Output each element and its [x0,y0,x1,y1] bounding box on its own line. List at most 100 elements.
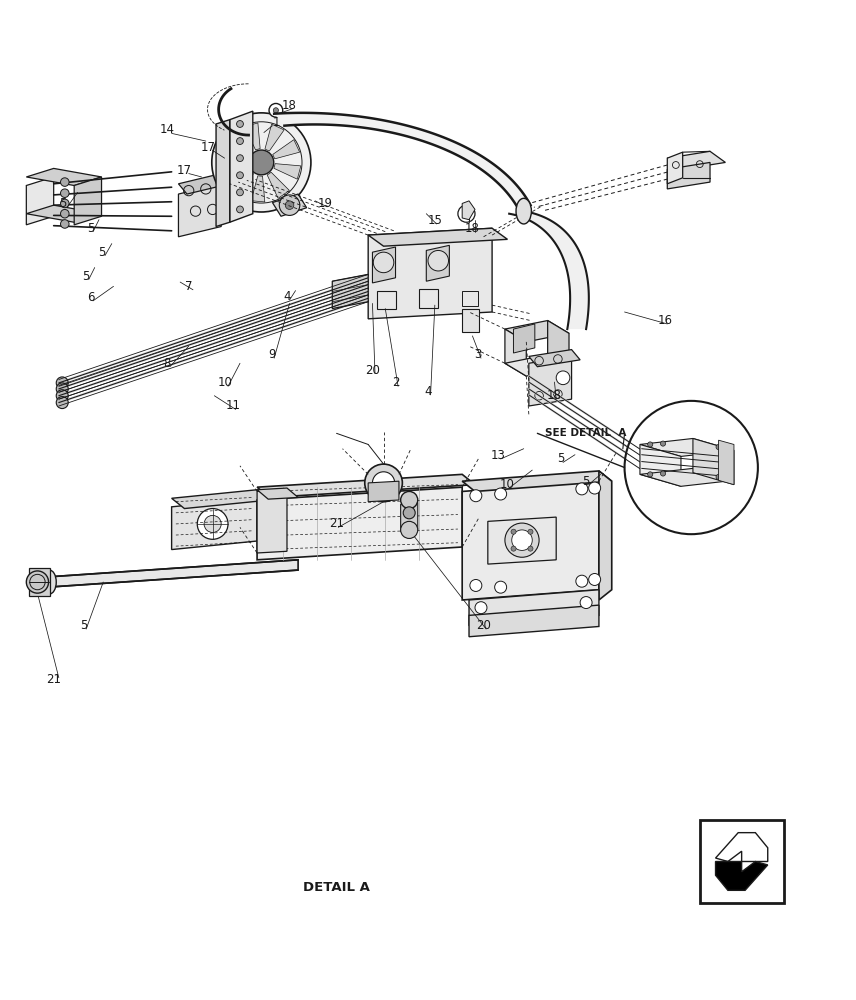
Polygon shape [273,140,300,159]
Text: 4: 4 [425,385,431,398]
Circle shape [236,172,243,179]
Circle shape [576,483,588,495]
Text: 5: 5 [59,197,67,210]
Circle shape [642,450,651,459]
Text: 21: 21 [329,517,344,530]
Polygon shape [469,605,599,637]
Circle shape [236,189,243,196]
Text: 10: 10 [218,376,233,389]
Circle shape [372,472,395,494]
Polygon shape [693,438,734,485]
Bar [699,820,783,903]
Text: 5: 5 [86,222,94,235]
Circle shape [528,546,533,551]
Circle shape [648,472,653,477]
PathPatch shape [509,211,589,329]
Text: 17: 17 [201,141,216,154]
Text: 5: 5 [582,475,590,488]
Text: 13: 13 [490,449,506,462]
Text: 6: 6 [86,291,94,304]
Circle shape [61,220,69,228]
Circle shape [197,509,228,539]
Polygon shape [27,168,102,186]
Circle shape [56,383,68,395]
Text: 15: 15 [427,214,443,227]
Text: 14: 14 [160,123,175,136]
Circle shape [249,150,274,175]
Circle shape [528,529,533,534]
Circle shape [470,579,482,591]
Polygon shape [265,124,284,151]
Circle shape [269,103,282,117]
Polygon shape [462,201,475,220]
Circle shape [648,442,653,447]
Polygon shape [640,444,681,486]
Ellipse shape [516,198,532,224]
Text: 18: 18 [282,99,296,112]
Circle shape [61,189,69,197]
Polygon shape [368,228,508,246]
Polygon shape [548,321,569,368]
Polygon shape [426,245,449,281]
Polygon shape [469,590,599,626]
Polygon shape [257,474,475,497]
Polygon shape [332,274,368,309]
Circle shape [56,377,68,389]
Circle shape [285,201,294,209]
Circle shape [576,575,588,587]
Polygon shape [229,170,253,195]
Polygon shape [529,356,572,406]
Polygon shape [267,172,289,198]
Polygon shape [245,123,260,150]
Polygon shape [257,488,298,499]
Circle shape [556,371,570,385]
Circle shape [428,250,449,271]
Polygon shape [668,151,725,169]
Polygon shape [640,468,734,486]
Circle shape [716,444,721,450]
Circle shape [661,441,666,446]
Polygon shape [48,560,298,587]
Polygon shape [462,471,612,491]
Circle shape [495,581,507,593]
Bar [419,289,438,308]
Circle shape [511,529,516,534]
Text: 1: 1 [273,116,281,129]
Text: 5: 5 [556,452,564,465]
Circle shape [61,209,69,218]
Circle shape [589,573,601,585]
Text: 19: 19 [318,197,333,210]
Text: 18: 18 [465,222,480,235]
Text: 5: 5 [80,619,87,632]
Circle shape [511,546,516,551]
Text: 9: 9 [269,348,276,361]
Polygon shape [27,177,54,225]
Circle shape [204,515,221,532]
Circle shape [642,470,651,479]
Circle shape [589,482,601,494]
Polygon shape [171,490,270,509]
Circle shape [495,488,507,500]
Circle shape [512,530,532,550]
Circle shape [236,206,243,213]
Polygon shape [368,228,492,319]
Polygon shape [718,440,734,485]
Text: 5: 5 [82,270,90,283]
Polygon shape [225,134,252,157]
Polygon shape [178,174,229,194]
Ellipse shape [43,570,56,594]
Polygon shape [640,438,734,456]
Circle shape [56,397,68,409]
Polygon shape [251,176,265,202]
Polygon shape [514,324,535,353]
Polygon shape [178,184,221,237]
Text: 2: 2 [392,376,399,389]
Polygon shape [272,194,306,216]
Circle shape [625,401,758,534]
Polygon shape [505,355,569,376]
Text: 16: 16 [657,314,672,327]
Text: 10: 10 [499,478,514,491]
Bar [462,309,479,332]
Polygon shape [171,498,257,550]
Text: 18: 18 [546,389,561,402]
